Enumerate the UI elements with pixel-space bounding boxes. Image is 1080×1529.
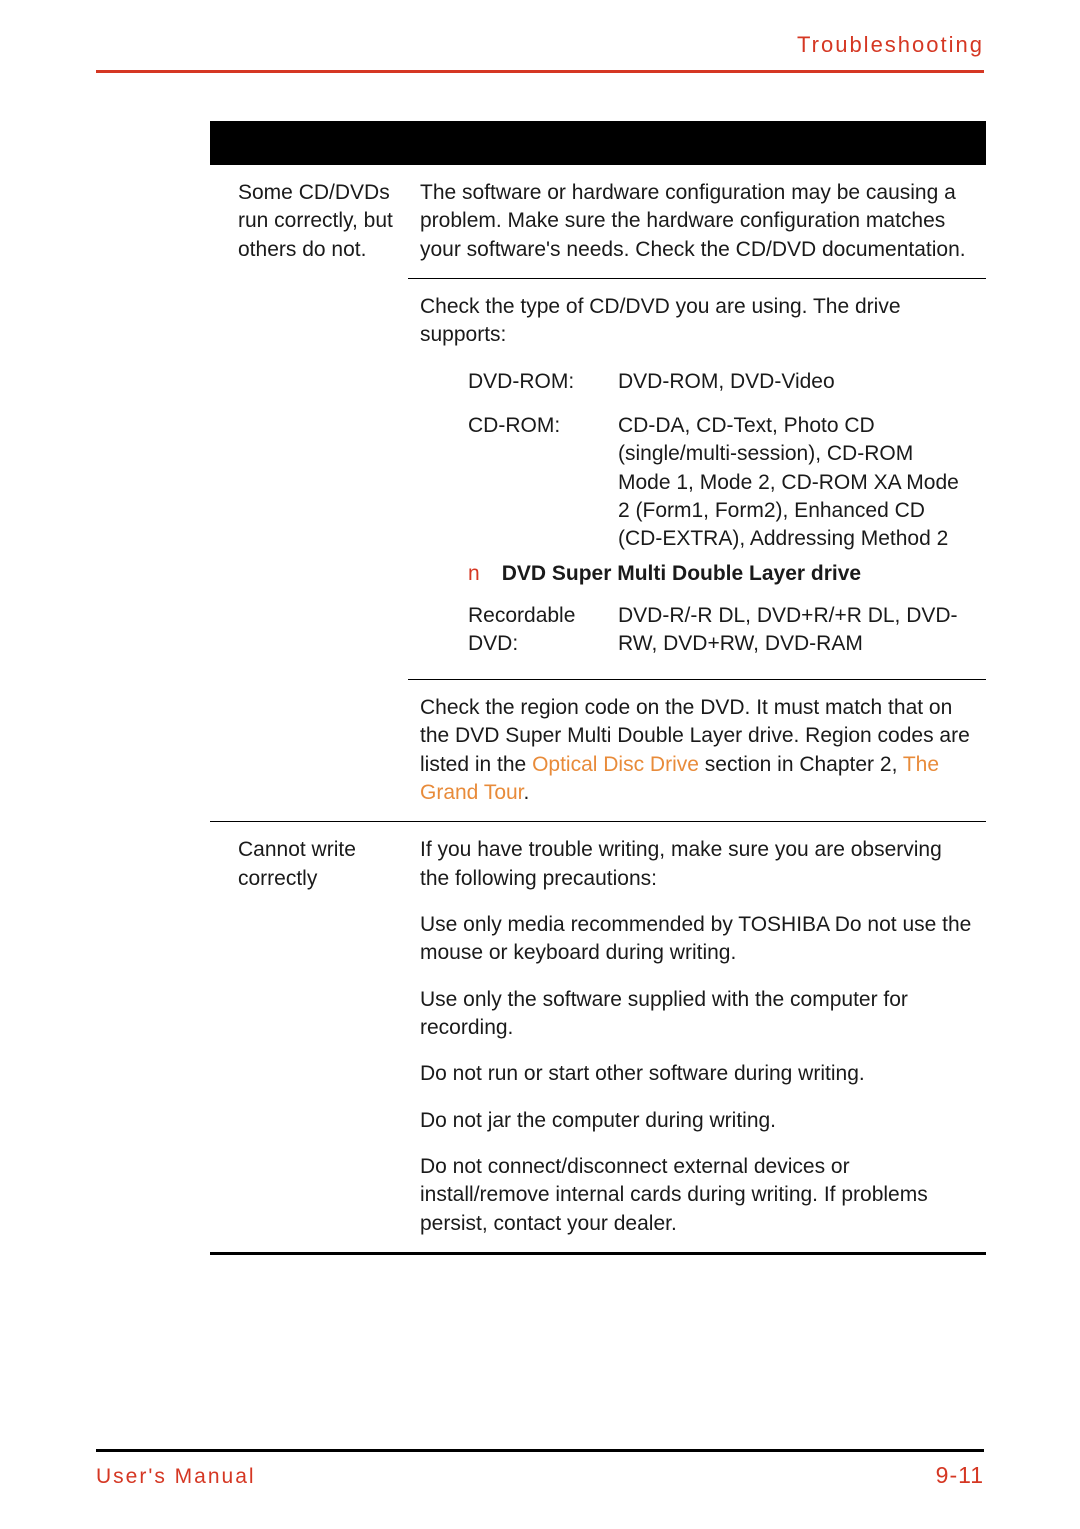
procedure-text: Use only media recommended by TOSHIBA Do…: [420, 911, 974, 968]
bullet-marker: n: [468, 560, 480, 588]
media-type-value: DVD-ROM, DVD-Video: [618, 368, 974, 396]
media-type-value: CD-DA, CD-Text, Photo CD (single/multi-s…: [618, 412, 974, 554]
table-row: Check the type of CD/DVD you are using. …: [210, 278, 986, 679]
table-header-row: Problem Procedure: [210, 121, 986, 165]
procedure-text: Use only the software supplied with the …: [420, 986, 974, 1043]
media-type-list: DVD-ROM: DVD-ROM, DVD-Video CD-ROM: CD-D…: [468, 368, 974, 554]
table-row: Some CD/DVDs run correctly, but others d…: [210, 165, 986, 278]
footer-manual-label: User's Manual: [96, 1465, 256, 1489]
media-type-list: Recordable DVD: DVD-R/-R DL, DVD+R/+R DL…: [468, 602, 974, 659]
procedure-text: Do not run or start other software durin…: [420, 1060, 974, 1088]
procedure-cell: If you have trouble writing, make sure y…: [408, 822, 986, 1252]
header-title: Troubleshooting: [96, 32, 984, 58]
footer-rule: [96, 1449, 984, 1452]
procedure-cell: The software or hardware configuration m…: [408, 165, 986, 278]
procedure-cell: Check the type of CD/DVD you are using. …: [408, 278, 986, 679]
table-row: Cannot write correctly If you have troub…: [210, 822, 986, 1252]
page-footer: User's Manual 9-11: [96, 1449, 984, 1489]
problem-cell-empty: [210, 679, 408, 707]
media-type-label: Recordable DVD:: [468, 602, 618, 659]
procedure-text: If you have trouble writing, make sure y…: [420, 836, 974, 893]
text-segment: .: [524, 781, 530, 804]
procedure-text: Do not jar the computer during writing.: [420, 1107, 974, 1135]
link-optical-disc-drive[interactable]: Optical Disc Drive: [532, 753, 699, 776]
media-type-row: CD-ROM: CD-DA, CD-Text, Photo CD (single…: [468, 412, 974, 554]
problem-cell: Cannot write correctly: [210, 822, 408, 907]
page: Troubleshooting Problem Procedure Some C…: [0, 0, 1080, 1529]
media-type-label: DVD-ROM:: [468, 368, 618, 396]
table-bottom-rule: [210, 1252, 986, 1255]
footer-page-number: 9-11: [936, 1462, 984, 1489]
procedure-text: Check the type of CD/DVD you are using. …: [420, 293, 974, 350]
media-type-value: DVD-R/-R DL, DVD+R/+R DL, DVD-RW, DVD+RW…: [618, 602, 974, 659]
bullet-item: n DVD Super Multi Double Layer drive: [468, 560, 974, 588]
troubleshooting-table: Problem Procedure Some CD/DVDs run corre…: [210, 121, 986, 1255]
media-type-label: CD-ROM:: [468, 412, 618, 440]
media-type-row: Recordable DVD: DVD-R/-R DL, DVD+R/+R DL…: [468, 602, 974, 659]
procedure-text: The software or hardware configuration m…: [420, 179, 974, 264]
procedure-text: Do not connect/disconnect external devic…: [420, 1153, 974, 1238]
table-row: Check the region code on the DVD. It mus…: [210, 679, 986, 821]
text-segment: section in Chapter 2,: [699, 753, 903, 776]
bullet-text: DVD Super Multi Double Layer drive: [502, 560, 861, 588]
column-header-problem: Problem: [210, 133, 408, 156]
column-header-procedure: Procedure: [408, 133, 986, 156]
media-type-row: DVD-ROM: DVD-ROM, DVD-Video: [468, 368, 974, 396]
header-rule: [96, 70, 984, 73]
footer-line: User's Manual 9-11: [96, 1462, 984, 1489]
problem-cell-empty: [210, 278, 408, 306]
procedure-cell: Check the region code on the DVD. It mus…: [408, 679, 986, 821]
problem-cell: Some CD/DVDs run correctly, but others d…: [210, 165, 408, 278]
procedure-text: Check the region code on the DVD. It mus…: [420, 694, 974, 807]
